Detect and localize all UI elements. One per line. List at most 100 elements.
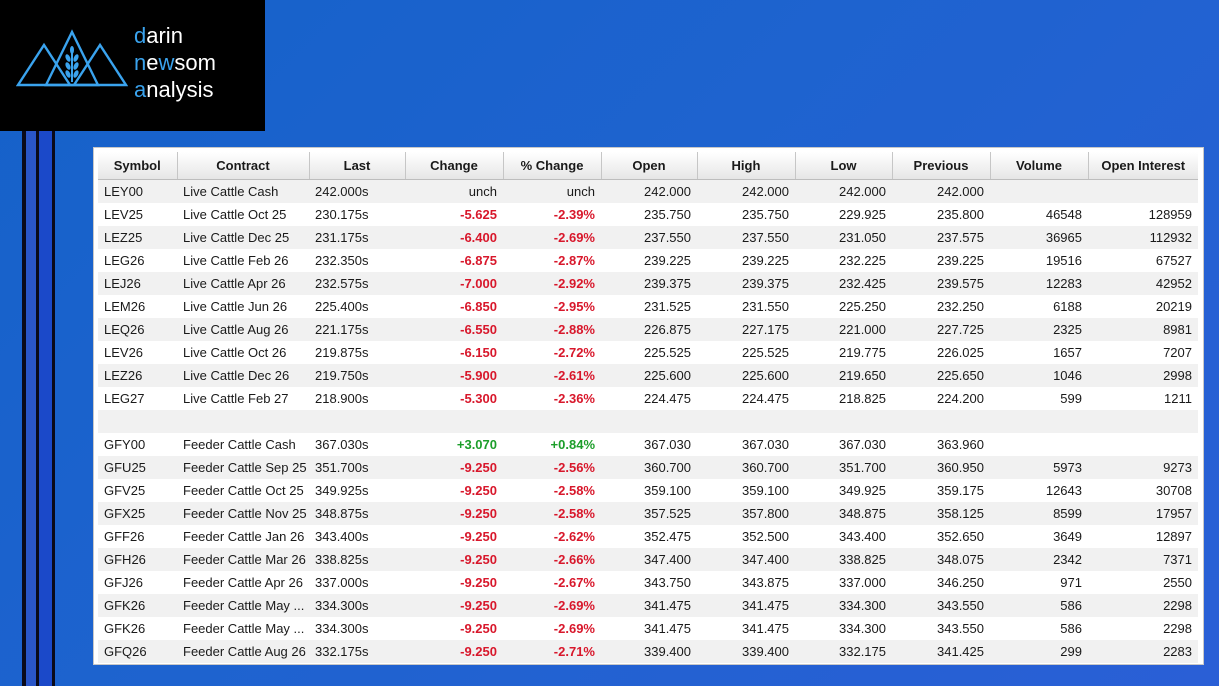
table-row[interactable]: GFY00 Feeder Cattle Cash 367.030s +3.070 +0.… xyxy=(98,433,1198,456)
table-row[interactable]: LEV26 Live Cattle Oct 26 219.875s -6.150 -2.… xyxy=(98,341,1198,364)
table-row[interactable]: GFK26 Feeder Cattle May ... 334.300s -9.250… xyxy=(98,617,1198,640)
cell-symbol: LEZ25 xyxy=(98,226,177,249)
cell-previous: 363.960 xyxy=(892,433,990,456)
table-row[interactable]: GFU25 Feeder Cattle Sep 25 351.700s -9.250-… xyxy=(98,456,1198,479)
table-row[interactable]: GFF26 Feeder Cattle Jan 26 343.400s -9.250-… xyxy=(98,525,1198,548)
table-row[interactable]: LEY00 Live Cattle Cash 242.000s unch unch 242… xyxy=(98,179,1198,203)
cell-contract: Feeder Cattle Cash xyxy=(177,433,309,456)
cell-low xyxy=(795,410,892,433)
table-row[interactable]: GFV25 Feeder Cattle Oct 25 349.925s -9.250-… xyxy=(98,479,1198,502)
logo-wordmark: darin newsom analysis xyxy=(134,22,216,103)
cell-high: 239.225 xyxy=(697,249,795,272)
cell-volume: 599 xyxy=(990,387,1088,410)
column-header-open-interest[interactable]: Open Interest xyxy=(1088,152,1198,180)
cell-percent-change: -2.88% xyxy=(503,318,601,341)
cell-percent-change: -2.66% xyxy=(503,548,601,571)
cell-previous: 348.075 xyxy=(892,548,990,571)
table-row[interactable]: GFK26 Feeder Cattle May ... 334.300s -9.250… xyxy=(98,594,1198,617)
column-header-change[interactable]: Change xyxy=(405,152,504,180)
cell-volume: 46548 xyxy=(990,203,1088,226)
column-header-previous[interactable]: Previous xyxy=(892,152,991,180)
table-row[interactable]: LEM26 Live Cattle Jun 26 225.400s -6.850 -2.… xyxy=(98,295,1198,318)
cell-volume: 586 xyxy=(990,594,1088,617)
table-row[interactable]: LEZ26 Live Cattle Dec 26 219.750s -5.900 -2.… xyxy=(98,364,1198,387)
cell-contract: Live Cattle Dec 25 xyxy=(177,226,309,249)
table-row[interactable]: LEQ26 Live Cattle Aug 26 221.175s -6.550 -2.… xyxy=(98,318,1198,341)
cell-contract: Feeder Cattle Sep 25 xyxy=(177,456,309,479)
cell-percent-change: -2.69% xyxy=(503,594,601,617)
cell-volume: 1046 xyxy=(990,364,1088,387)
cell-open: 367.030 xyxy=(601,433,697,456)
table-row[interactable]: GFX25 Feeder Cattle Nov 25 348.875s -9.250-… xyxy=(98,502,1198,525)
cell-open: 225.525 xyxy=(601,341,697,364)
cell-last: 332.175s xyxy=(309,640,405,663)
cell-contract: Live Cattle Dec 26 xyxy=(177,364,309,387)
table-row[interactable]: LEZ25 Live Cattle Dec 25 231.175s -6.400 -2.… xyxy=(98,226,1198,249)
cell-open: 231.525 xyxy=(601,295,697,318)
cell-symbol: GFK26 xyxy=(98,594,177,617)
table-row[interactable]: LEG26 Live Cattle Feb 26 232.350s -6.875 -2.… xyxy=(98,249,1198,272)
cell-open: 339.400 xyxy=(601,640,697,663)
cell-open: 239.375 xyxy=(601,272,697,295)
cell-volume: 12283 xyxy=(990,272,1088,295)
cell-contract: Feeder Cattle Aug 26 xyxy=(177,640,309,663)
cell-previous: 360.950 xyxy=(892,456,990,479)
cell-low: 334.300 xyxy=(795,617,892,640)
cell-contract: Feeder Cattle Jan 26 xyxy=(177,525,309,548)
column-header-low[interactable]: Low xyxy=(795,152,893,180)
cell-last: 334.300s xyxy=(309,617,405,640)
cell-open: 341.475 xyxy=(601,617,697,640)
cell-change: -6.550 xyxy=(405,318,503,341)
cell-low: 332.175 xyxy=(795,640,892,663)
cell-previous: 224.200 xyxy=(892,387,990,410)
quotes-table: Symbol Contract Last Change % Change Ope… xyxy=(98,152,1198,663)
cell-last: 343.400s xyxy=(309,525,405,548)
cell-high: 239.375 xyxy=(697,272,795,295)
cell-change: -5.900 xyxy=(405,364,503,387)
cell-previous: 352.650 xyxy=(892,525,990,548)
cell-open: 226.875 xyxy=(601,318,697,341)
cell-symbol: LEJ26 xyxy=(98,272,177,295)
column-header-last[interactable]: Last xyxy=(309,152,406,180)
cell-high: 360.700 xyxy=(697,456,795,479)
cell-volume: 5973 xyxy=(990,456,1088,479)
table-row[interactable]: GFJ26 Feeder Cattle Apr 26 337.000s -9.250-… xyxy=(98,571,1198,594)
cell-high: 341.475 xyxy=(697,594,795,617)
cell-low: 337.000 xyxy=(795,571,892,594)
cell-volume xyxy=(990,179,1088,203)
cell-percent-change: -2.56% xyxy=(503,456,601,479)
cell-low: 334.300 xyxy=(795,594,892,617)
cell-open-interest: 7207 xyxy=(1088,341,1198,364)
column-header-percent-change[interactable]: % Change xyxy=(503,152,602,180)
cell-volume: 8599 xyxy=(990,502,1088,525)
table-row[interactable] xyxy=(98,410,1198,433)
cell-change: -9.250 xyxy=(405,525,503,548)
cell-volume: 36965 xyxy=(990,226,1088,249)
column-header-volume[interactable]: Volume xyxy=(990,152,1089,180)
cell-percent-change xyxy=(503,410,601,433)
cell-open-interest: 2298 xyxy=(1088,594,1198,617)
logo: darin newsom analysis xyxy=(0,0,265,131)
column-header-contract[interactable]: Contract xyxy=(177,152,310,180)
cell-change: -9.250 xyxy=(405,640,503,663)
column-header-symbol[interactable]: Symbol xyxy=(98,152,178,180)
cell-contract: Live Cattle Oct 25 xyxy=(177,203,309,226)
cell-contract: Feeder Cattle Oct 25 xyxy=(177,479,309,502)
table-row[interactable]: LEJ26 Live Cattle Apr 26 232.575s -7.000 -2.… xyxy=(98,272,1198,295)
cell-volume: 3649 xyxy=(990,525,1088,548)
table-row[interactable]: LEV25 Live Cattle Oct 25 230.175s -5.625 -2.… xyxy=(98,203,1198,226)
cell-high: 242.000 xyxy=(697,179,795,203)
cell-open-interest xyxy=(1088,433,1198,456)
table-row[interactable]: GFQ26 Feeder Cattle Aug 26 332.175s -9.250-… xyxy=(98,640,1198,663)
cell-open-interest: 7371 xyxy=(1088,548,1198,571)
cell-open-interest: 2298 xyxy=(1088,617,1198,640)
column-header-open[interactable]: Open xyxy=(601,152,698,180)
logo-line-2: newsom xyxy=(134,50,216,75)
cell-previous: 237.575 xyxy=(892,226,990,249)
table-row[interactable]: LEG27 Live Cattle Feb 27 218.900s -5.300 -2.… xyxy=(98,387,1198,410)
cell-percent-change: -2.72% xyxy=(503,341,601,364)
cell-last: 334.300s xyxy=(309,594,405,617)
cell-low: 225.250 xyxy=(795,295,892,318)
column-header-high[interactable]: High xyxy=(697,152,796,180)
table-row[interactable]: GFH26 Feeder Cattle Mar 26 338.825s -9.250-… xyxy=(98,548,1198,571)
